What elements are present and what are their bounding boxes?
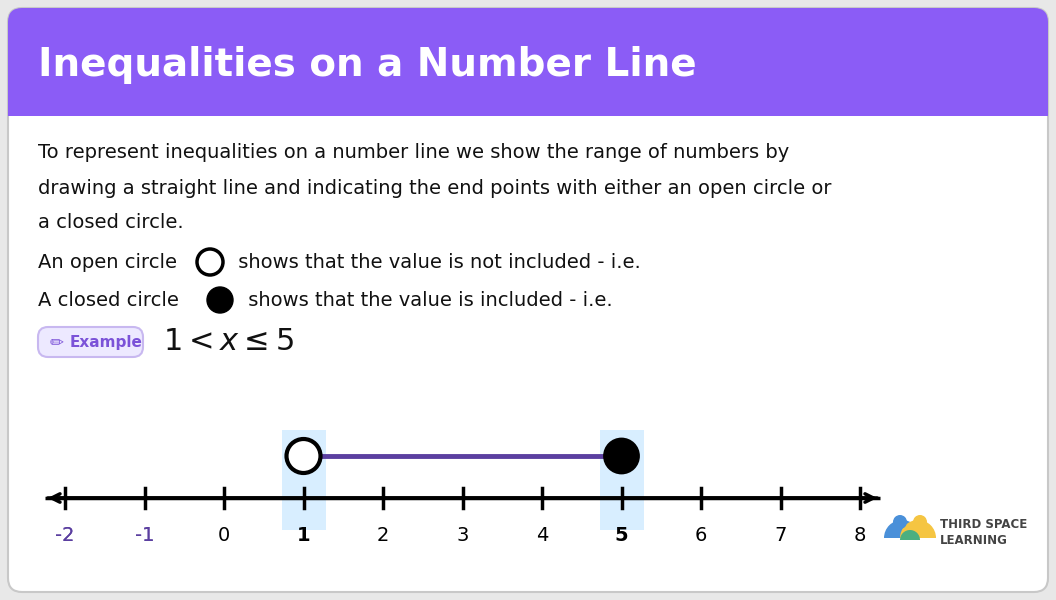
Text: 4: 4 [535, 526, 548, 545]
Text: 0: 0 [218, 526, 230, 545]
Text: -2: -2 [55, 526, 75, 545]
Text: drawing a straight line and indicating the end points with either an open circle: drawing a straight line and indicating t… [38, 179, 831, 197]
Text: shows that the value is included - i.e.: shows that the value is included - i.e. [242, 290, 612, 310]
Wedge shape [884, 520, 920, 538]
Text: Inequalities on a Number Line: Inequalities on a Number Line [38, 46, 697, 84]
Text: 8: 8 [854, 526, 866, 545]
Wedge shape [900, 530, 920, 540]
Text: 1: 1 [297, 526, 310, 545]
Text: 5: 5 [615, 526, 628, 545]
FancyBboxPatch shape [8, 8, 1048, 116]
FancyBboxPatch shape [38, 327, 143, 357]
Text: 6: 6 [695, 526, 708, 545]
Text: An open circle: An open circle [38, 253, 177, 271]
FancyBboxPatch shape [8, 8, 1048, 592]
Circle shape [286, 439, 321, 473]
Text: $1 < x \leq 5$: $1 < x \leq 5$ [163, 328, 294, 356]
Text: -2: -2 [55, 526, 75, 545]
Text: ✏: ✏ [50, 333, 63, 351]
Circle shape [913, 515, 927, 529]
Text: LEARNING: LEARNING [940, 533, 1007, 547]
Text: To represent inequalities on a number line we show the range of numbers by: To represent inequalities on a number li… [38, 143, 789, 163]
Text: shows that the value is not included - i.e.: shows that the value is not included - i… [232, 253, 641, 271]
Text: 7: 7 [774, 526, 787, 545]
Text: -1: -1 [135, 526, 154, 545]
Text: 2: 2 [377, 526, 390, 545]
Bar [8, 102, 1048, 116]
Text: THIRD SPACE: THIRD SPACE [940, 518, 1027, 532]
Text: Example: Example [70, 335, 143, 349]
Circle shape [893, 515, 907, 529]
Circle shape [197, 249, 223, 275]
Text: A closed circle: A closed circle [38, 290, 178, 310]
Text: -1: -1 [135, 526, 154, 545]
Circle shape [207, 287, 233, 313]
Text: 3: 3 [456, 526, 469, 545]
Circle shape [604, 439, 639, 473]
Bar [600, 430, 643, 530]
Text: a closed circle.: a closed circle. [38, 214, 184, 232]
Bar [282, 430, 325, 530]
Wedge shape [900, 520, 936, 538]
